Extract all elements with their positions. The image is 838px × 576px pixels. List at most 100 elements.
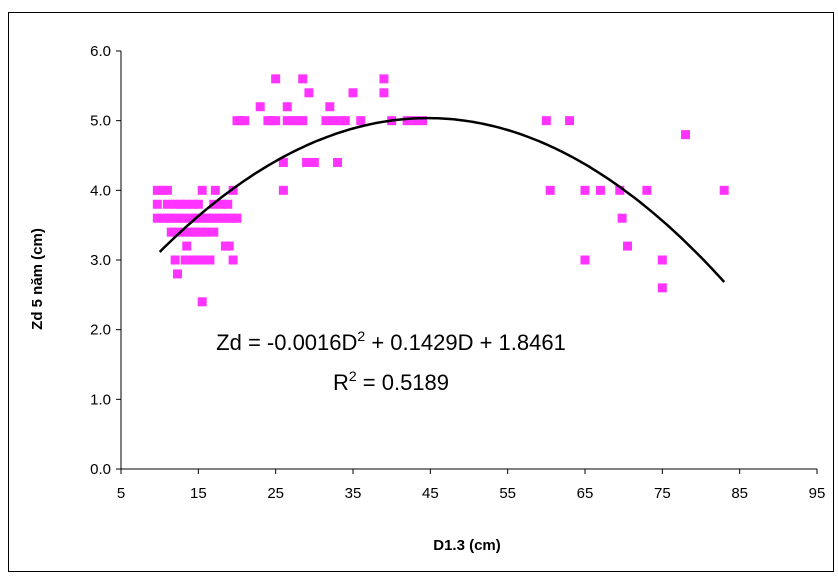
data-point [193, 255, 203, 265]
data-point [329, 116, 339, 126]
y-axis-title: Zd 5 năm (cm) [29, 228, 46, 330]
data-point [152, 185, 162, 195]
y-tick-label: 3.0 [90, 252, 111, 269]
data-point [565, 116, 575, 126]
x-tick-label: 25 [267, 485, 284, 502]
x-tick-label: 95 [809, 485, 826, 502]
r-squared-label: R2 = 0.5189 [333, 368, 449, 395]
data-point [193, 199, 203, 209]
data-point [321, 116, 331, 126]
data-point [210, 185, 220, 195]
x-tick-label: 55 [499, 485, 516, 502]
x-tick-label: 45 [422, 485, 439, 502]
data-point [333, 157, 343, 167]
data-point [271, 74, 281, 84]
data-point [288, 116, 298, 126]
data-point [379, 88, 389, 98]
data-point [541, 116, 551, 126]
data-point [162, 185, 172, 195]
data-point [282, 102, 292, 112]
data-point [240, 116, 250, 126]
data-point [681, 130, 691, 140]
data-point [410, 116, 420, 126]
data-point [207, 213, 217, 223]
data-point [298, 116, 308, 126]
data-point [642, 185, 652, 195]
data-point [178, 213, 188, 223]
data-point [356, 116, 366, 126]
trendline [158, 116, 726, 283]
x-tick-label: 75 [654, 485, 671, 502]
data-point [282, 116, 292, 126]
data-point [178, 227, 188, 237]
data-point [340, 116, 350, 126]
chart-area: 5 15 25 35 45 55 65 75 85 95 0.0 1.0 2.0 3.0 4.0 5.0 6.… [8, 12, 834, 572]
data-point [309, 157, 319, 167]
data-point [545, 185, 555, 195]
data-point [580, 185, 590, 195]
data-point [379, 74, 389, 84]
data-point [209, 227, 219, 237]
x-tick-label: 85 [731, 485, 748, 502]
data-point [182, 241, 192, 251]
data-point [170, 227, 180, 237]
trendline-equation: Zd = -0.0016D2 + 0.1429D + 1.8461 [216, 328, 566, 355]
data-point [180, 255, 190, 265]
data-point [152, 213, 162, 223]
data-point [615, 185, 625, 195]
data-point [302, 157, 312, 167]
data-point [255, 102, 265, 112]
y-tick-labels: 0.0 1.0 2.0 3.0 4.0 5.0 6.0 [90, 43, 121, 478]
data-point [595, 185, 605, 195]
x-tick-label: 35 [345, 485, 362, 502]
data-point [304, 88, 314, 98]
data-point [232, 213, 242, 223]
data-point [402, 116, 412, 126]
x-tick-label: 65 [577, 485, 594, 502]
x-axis-title: D1.3 (cm) [433, 537, 501, 554]
data-point [617, 213, 627, 223]
data-point [217, 199, 227, 209]
data-point [186, 255, 196, 265]
data-point [271, 116, 281, 126]
y-tick-label: 6.0 [90, 43, 111, 60]
data-point [170, 255, 180, 265]
data-point [196, 227, 206, 237]
data-point [182, 199, 192, 209]
data-point [657, 283, 667, 293]
data-point [176, 199, 186, 209]
data-point [657, 255, 667, 265]
data-point [228, 255, 238, 265]
data-point [623, 241, 633, 251]
y-tick-label: 1.0 [90, 391, 111, 408]
data-point [193, 213, 203, 223]
data-points [152, 74, 729, 307]
data-point [224, 241, 234, 251]
data-point [172, 269, 182, 279]
data-point [278, 185, 288, 195]
x-tick-labels: 5 15 25 35 45 55 65 75 85 95 [117, 469, 826, 502]
y-tick-label: 2.0 [90, 322, 111, 339]
data-point [205, 255, 215, 265]
y-tick-label: 5.0 [90, 113, 111, 130]
data-point [298, 74, 308, 84]
data-point [348, 88, 358, 98]
data-point [201, 227, 211, 237]
data-point [189, 227, 199, 237]
data-point [223, 199, 233, 209]
data-point [418, 116, 428, 126]
data-point [219, 213, 229, 223]
data-point [580, 255, 590, 265]
data-point [188, 199, 198, 209]
scatter-chart: 5 15 25 35 45 55 65 75 85 95 0.0 1.0 2.0 3.0 4.0 5.0 6.… [29, 43, 826, 554]
data-point [170, 199, 180, 209]
y-tick-label: 4.0 [90, 182, 111, 199]
y-tick-label: 0.0 [90, 461, 111, 478]
data-point [197, 297, 207, 307]
data-point [228, 185, 238, 195]
data-point [197, 185, 207, 195]
data-point [278, 157, 288, 167]
data-point [162, 199, 172, 209]
data-point [719, 185, 729, 195]
x-tick-label: 15 [190, 485, 207, 502]
